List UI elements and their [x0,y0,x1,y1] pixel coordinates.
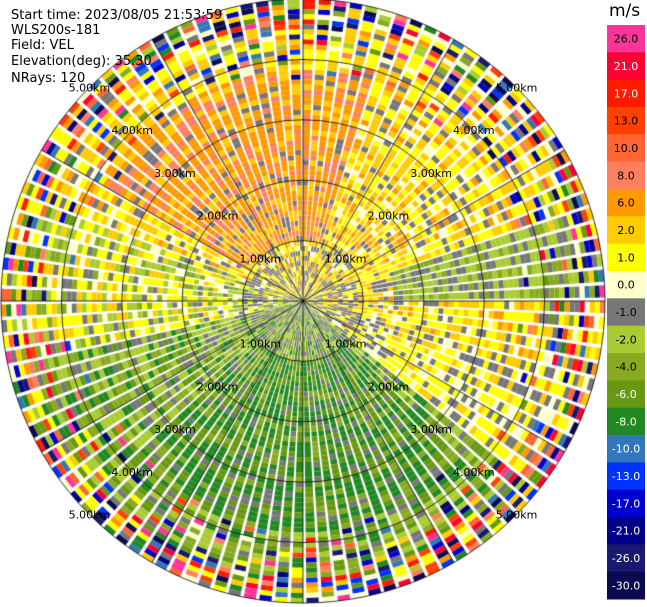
colorbar-tick-label: -2.0 [615,333,636,346]
colorbar-segment [607,271,645,299]
field-label: Field: VEL [11,38,74,53]
colorbar-segment [607,189,645,217]
colorbar-tick-label: 8.0 [617,169,635,182]
colorbar-segment [607,544,645,573]
colorbar-tick-label: 6.0 [617,197,635,210]
instrument-label: WLS200s-181 [11,23,101,38]
colorbar-segment [607,52,645,81]
colorbar-segment [607,25,645,53]
colorbar-tick-label: -30.0 [612,579,640,592]
colorbar-tick-label: 21.0 [614,60,639,73]
colorbar-tick-label: -8.0 [615,415,636,428]
colorbar-segment [607,353,645,381]
colorbar-tick-label: -4.0 [615,361,636,374]
colorbar-tick-label: -26.0 [612,552,640,565]
colorbar-tick-label: -10.0 [612,443,640,456]
colorbar-segment [607,380,645,409]
colorbar-segment [607,435,645,463]
colorbar-segment [607,161,645,190]
colorbar-segment [607,571,645,600]
colorbar-tick-label: 0.0 [617,279,635,292]
colorbar-tick-label: -17.0 [612,497,640,510]
colorbar-tick-label: -21.0 [612,525,640,538]
colorbar-unit: m/s [609,1,641,21]
colorbar-segment [607,298,645,327]
colorbar-segment [607,216,645,245]
colorbar-tick-label: 10.0 [614,142,639,155]
colorbar-segment [607,79,645,108]
colorbar-tick-label: 13.0 [614,115,639,128]
colorbar-tick-label: 2.0 [617,224,635,237]
colorbar-segment [607,134,645,163]
colorbar-segment [607,407,645,436]
colorbar-tick-label: -6.0 [615,388,636,401]
colorbar-tick-label: 1.0 [617,251,635,264]
start-time-label: Start time: 2023/08/05 21:53:59 [11,8,223,23]
colorbar-tick-label: -1.0 [615,306,636,319]
colorbar-segment [607,462,645,491]
colorbar-tick-label: -13.0 [612,470,640,483]
colorbar-segment [607,107,645,135]
elevation-label: Elevation(deg): 35.30 [11,54,152,69]
colorbar: 26.0 21.0 17.0 13.0 10.0 8.0 6.0 2.0 1.0 0.0 -1.0 -… [607,25,645,600]
colorbar-segment [607,489,645,518]
colorbar-segment [607,517,645,545]
colorbar-tick-label: 17.0 [614,87,639,100]
colorbar-segment [607,325,645,354]
colorbar-segment [607,243,645,272]
nrays-label: NRays: 120 [11,71,86,86]
colorbar-tick-label: 26.0 [614,33,639,46]
